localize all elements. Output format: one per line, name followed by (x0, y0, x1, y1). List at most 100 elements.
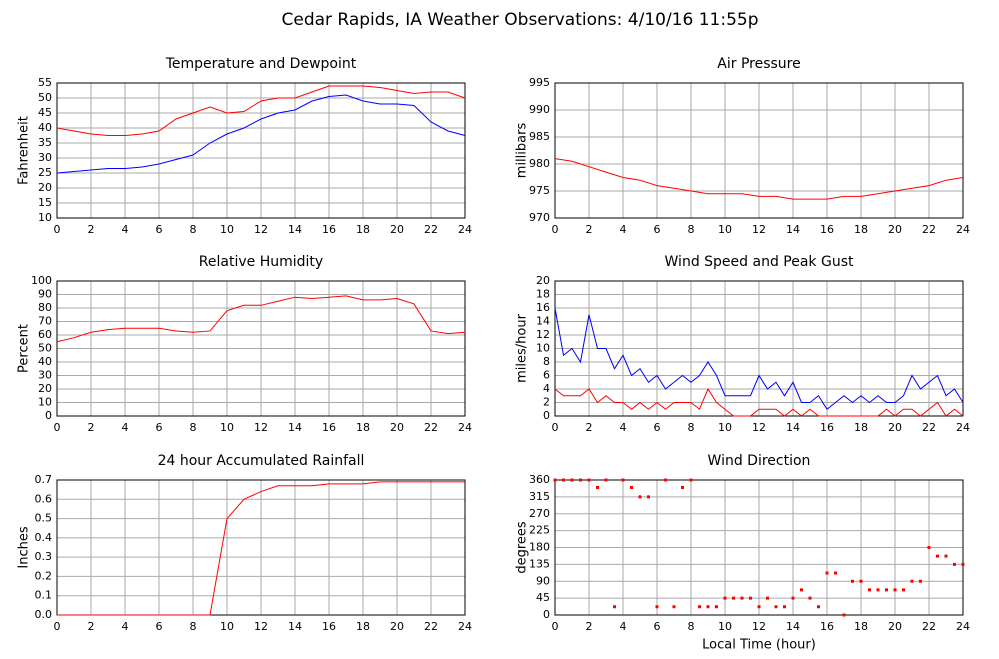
data-point (579, 478, 582, 482)
plot-frame (554, 280, 964, 417)
y-tick-label: 980 (529, 157, 550, 170)
data-point (613, 605, 616, 609)
x-tick-label: 8 (688, 421, 695, 434)
y-tick-label: 50 (38, 91, 52, 104)
x-tick-label: 20 (888, 620, 902, 633)
y-tick-label: 0.2 (35, 569, 53, 582)
x-tick-label: 18 (854, 223, 868, 236)
data-point (570, 478, 574, 482)
y-tick-label: 975 (529, 184, 550, 197)
y-tick-label: 90 (38, 288, 52, 301)
data-point (842, 613, 846, 617)
x-tick-label: 6 (156, 620, 163, 633)
y-tick-label: 995 (529, 76, 550, 89)
x-tick-label: 18 (854, 421, 868, 434)
data-line (56, 295, 466, 343)
data-point (800, 588, 803, 592)
data-point (630, 486, 633, 489)
data-point (902, 588, 905, 592)
data-point (876, 588, 880, 592)
y-tick-label: 30 (38, 369, 52, 382)
data-point (808, 596, 812, 600)
x-tick-label: 20 (888, 223, 902, 236)
x-tick-label: 10 (220, 421, 234, 434)
y-tick-label: 0.4 (35, 531, 53, 544)
data-point (859, 579, 863, 583)
x-tick-label: 0 (552, 223, 559, 236)
x-tick-label: 12 (752, 620, 766, 633)
data-point (783, 605, 786, 609)
x-tick-label: 2 (88, 620, 95, 633)
x-tick-label: 14 (288, 620, 302, 633)
plot-frame (554, 479, 964, 616)
x-tick-label: 10 (718, 620, 732, 633)
plot-frame (56, 479, 466, 616)
x-tick-label: 22 (922, 223, 936, 236)
x-tick-label: 0 (552, 421, 559, 434)
x-tick-label: 4 (620, 421, 627, 434)
x-tick-label: 10 (718, 223, 732, 236)
x-tick-label: 24 (458, 223, 472, 236)
y-tick-label: 90 (536, 574, 550, 587)
y-tick-label: 0.7 (35, 473, 53, 486)
y-tick-label: 4 (543, 382, 550, 395)
y-tick-label: 270 (529, 507, 550, 520)
y-axis-label: Inches (17, 526, 32, 568)
chart-title: Relative Humidity (199, 254, 323, 270)
y-tick-label: 18 (536, 288, 550, 301)
y-tick-label: 135 (529, 557, 550, 570)
x-tick-label: 0 (54, 620, 61, 633)
x-tick-label: 8 (688, 620, 695, 633)
y-tick-label: 50 (38, 342, 52, 355)
x-tick-label: 8 (190, 223, 197, 236)
y-tick-label: 15 (38, 196, 52, 209)
y-axis-label: Percent (17, 324, 32, 373)
data-point (944, 554, 948, 558)
x-tick-label: 6 (654, 620, 661, 633)
data-point (893, 588, 897, 592)
x-tick-label: 12 (752, 223, 766, 236)
x-tick-label: 6 (156, 421, 163, 434)
x-tick-label: 2 (88, 421, 95, 434)
y-tick-label: 20 (38, 382, 52, 395)
x-tick-label: 0 (54, 223, 61, 236)
y-tick-label: 16 (536, 301, 550, 314)
data-point (621, 478, 625, 482)
data-point (868, 588, 871, 592)
data-point (749, 596, 752, 600)
data-point (791, 596, 795, 600)
x-tick-label: 8 (190, 620, 197, 633)
y-axis-label: Fahrenheit (17, 116, 32, 185)
y-tick-label: 0.6 (35, 492, 53, 505)
data-point (681, 486, 684, 489)
data-point (732, 596, 735, 600)
x-tick-label: 24 (956, 223, 970, 236)
x-tick-label: 20 (390, 620, 404, 633)
data-point (927, 546, 931, 549)
data-point (953, 562, 956, 566)
data-point (664, 478, 667, 482)
data-point (655, 605, 659, 609)
y-tick-label: 0.5 (35, 512, 53, 525)
x-tick-label: 6 (654, 223, 661, 236)
x-tick-label: 16 (322, 421, 336, 434)
x-axis-label: Local Time (hour) (702, 638, 816, 653)
data-point (834, 571, 837, 575)
chart-title: Air Pressure (717, 56, 800, 72)
x-tick-label: 2 (586, 223, 593, 236)
data-point (766, 596, 769, 600)
data-point (604, 478, 608, 482)
x-tick-label: 24 (458, 620, 472, 633)
x-tick-label: 14 (288, 223, 302, 236)
data-point (774, 605, 778, 609)
data-point (638, 495, 642, 499)
y-tick-label: 20 (536, 274, 550, 287)
data-line (57, 481, 465, 616)
x-tick-label: 22 (424, 223, 438, 236)
data-point (757, 605, 761, 609)
data-line (56, 94, 466, 174)
x-tick-label: 2 (88, 223, 95, 236)
x-tick-label: 20 (390, 421, 404, 434)
x-tick-label: 12 (254, 223, 268, 236)
